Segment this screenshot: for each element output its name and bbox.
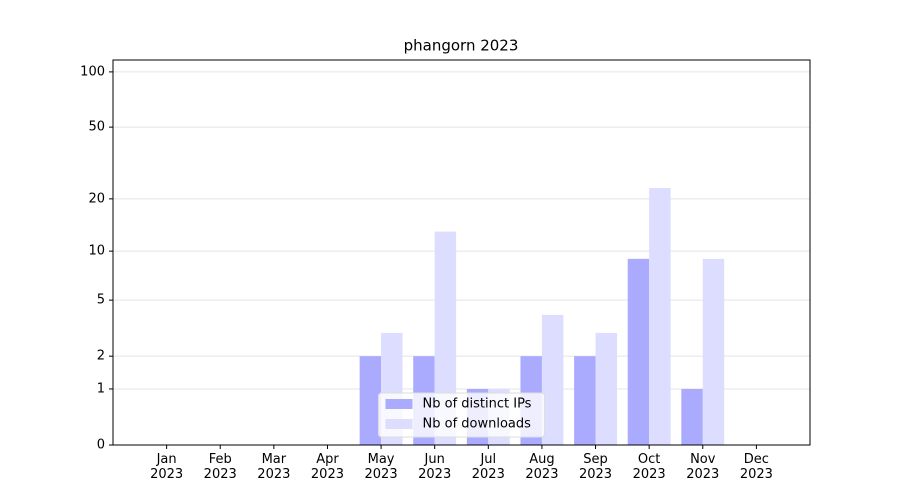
legend: Nb of distinct IPs Nb of downloads — [378, 392, 545, 438]
x-tick-label: Aug 2023 — [525, 452, 559, 482]
x-tick-label: Jan 2023 — [150, 452, 184, 482]
bar — [434, 231, 457, 445]
y-tick-label: 20 — [88, 191, 105, 206]
x-tick-label: Feb 2023 — [203, 452, 237, 482]
legend-swatch — [385, 419, 413, 429]
y-tick-label: 1 — [97, 381, 105, 396]
legend-label: Nb of distinct IPs — [423, 397, 532, 412]
x-tick-label: Nov 2023 — [686, 452, 720, 482]
x-tick-label: Jun 2023 — [418, 452, 452, 482]
legend-box — [378, 392, 545, 438]
legend-label: Nb of downloads — [423, 417, 532, 432]
x-tick-label: Mar 2023 — [257, 452, 291, 482]
y-tick-label: 5 — [97, 293, 105, 308]
x-tick-label: Dec 2023 — [739, 452, 773, 482]
x-tick-label: May 2023 — [364, 452, 398, 482]
bar — [627, 258, 650, 445]
bar — [702, 258, 725, 445]
x-tick-label: Apr 2023 — [310, 452, 344, 482]
x-tick-label: Oct 2023 — [632, 452, 666, 482]
bar — [359, 356, 382, 445]
y-tick-label: 50 — [88, 120, 105, 135]
y-tick-label: 10 — [88, 244, 105, 259]
x-tick-label: Jul 2023 — [471, 452, 505, 482]
bar — [541, 314, 564, 445]
y-tick-label: 0 — [97, 438, 105, 453]
plot-frame — [112, 59, 811, 446]
bar — [681, 388, 703, 445]
y-tick-label: 2 — [97, 349, 105, 364]
x-tick-label: Sep 2023 — [578, 452, 613, 482]
chart-title: phangorn 2023 — [404, 37, 519, 55]
legend-swatch — [385, 399, 413, 409]
bar — [649, 188, 671, 445]
bar — [574, 356, 596, 445]
y-tick-label: 100 — [80, 64, 105, 79]
bar — [595, 332, 617, 445]
